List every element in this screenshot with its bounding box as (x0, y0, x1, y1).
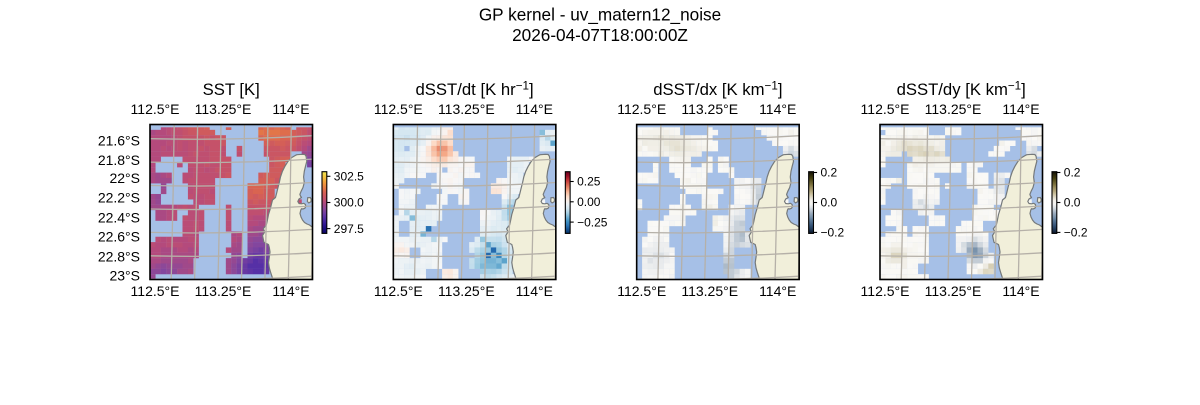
svg-text:22.6°S: 22.6°S (98, 229, 140, 245)
svg-text:112.5°E: 112.5°E (617, 283, 666, 299)
svg-text:23°S: 23°S (109, 268, 140, 284)
svg-text:113.25°E: 113.25°E (681, 283, 738, 299)
svg-text:−0.2: −0.2 (1064, 226, 1088, 240)
svg-text:113.25°E: 113.25°E (195, 283, 252, 299)
svg-text:0.2: 0.2 (1064, 166, 1081, 180)
svg-text:114°E: 114°E (272, 101, 309, 117)
svg-text:300.0: 300.0 (334, 196, 364, 210)
svg-text:112.5°E: 112.5°E (374, 283, 423, 299)
svg-text:114°E: 114°E (759, 283, 796, 299)
svg-text:114°E: 114°E (272, 283, 309, 299)
svg-text:GP kernel - uv_matern12_noise: GP kernel - uv_matern12_noise (479, 4, 721, 24)
svg-text:112.5°E: 112.5°E (131, 101, 180, 117)
svg-text:114°E: 114°E (516, 283, 553, 299)
svg-text:22.8°S: 22.8°S (98, 248, 140, 264)
svg-text:21.6°S: 21.6°S (98, 133, 140, 149)
svg-text:dSST/dx [K km−1]: dSST/dx [K km−1] (653, 80, 782, 100)
svg-text:114°E: 114°E (759, 101, 796, 117)
svg-text:113.25°E: 113.25°E (438, 101, 495, 117)
svg-text:112.5°E: 112.5°E (861, 283, 910, 299)
svg-text:dSST/dy [K km−1]: dSST/dy [K km−1] (897, 80, 1026, 100)
svg-text:21.8°S: 21.8°S (98, 152, 140, 168)
svg-text:0.2: 0.2 (821, 166, 838, 180)
svg-text:297.5: 297.5 (334, 222, 364, 236)
svg-text:114°E: 114°E (516, 101, 553, 117)
svg-text:113.25°E: 113.25°E (925, 283, 982, 299)
svg-text:114°E: 114°E (1002, 101, 1039, 117)
svg-text:0.0: 0.0 (821, 196, 838, 210)
svg-text:113.25°E: 113.25°E (438, 283, 495, 299)
svg-text:302.5: 302.5 (334, 170, 364, 184)
svg-text:112.5°E: 112.5°E (374, 101, 423, 117)
svg-text:dSST/dt [K hr−1]: dSST/dt [K hr−1] (416, 80, 534, 100)
svg-text:0.00: 0.00 (577, 195, 601, 209)
svg-text:113.25°E: 113.25°E (925, 101, 982, 117)
svg-text:112.5°E: 112.5°E (617, 101, 666, 117)
svg-text:22.2°S: 22.2°S (98, 190, 140, 206)
svg-text:0.0: 0.0 (1064, 196, 1081, 210)
svg-text:22°S: 22°S (109, 170, 140, 186)
svg-text:0.25: 0.25 (577, 175, 601, 189)
svg-text:112.5°E: 112.5°E (861, 101, 910, 117)
svg-text:−0.2: −0.2 (821, 226, 845, 240)
svg-text:112.5°E: 112.5°E (131, 283, 180, 299)
svg-text:22.4°S: 22.4°S (98, 210, 140, 226)
svg-text:113.25°E: 113.25°E (195, 101, 252, 117)
svg-text:114°E: 114°E (1002, 283, 1039, 299)
svg-text:2026-04-07T18:00:00Z: 2026-04-07T18:00:00Z (512, 25, 688, 45)
svg-text:−0.25: −0.25 (577, 215, 608, 229)
svg-text:SST [K]: SST [K] (203, 80, 260, 99)
svg-text:113.25°E: 113.25°E (681, 101, 738, 117)
